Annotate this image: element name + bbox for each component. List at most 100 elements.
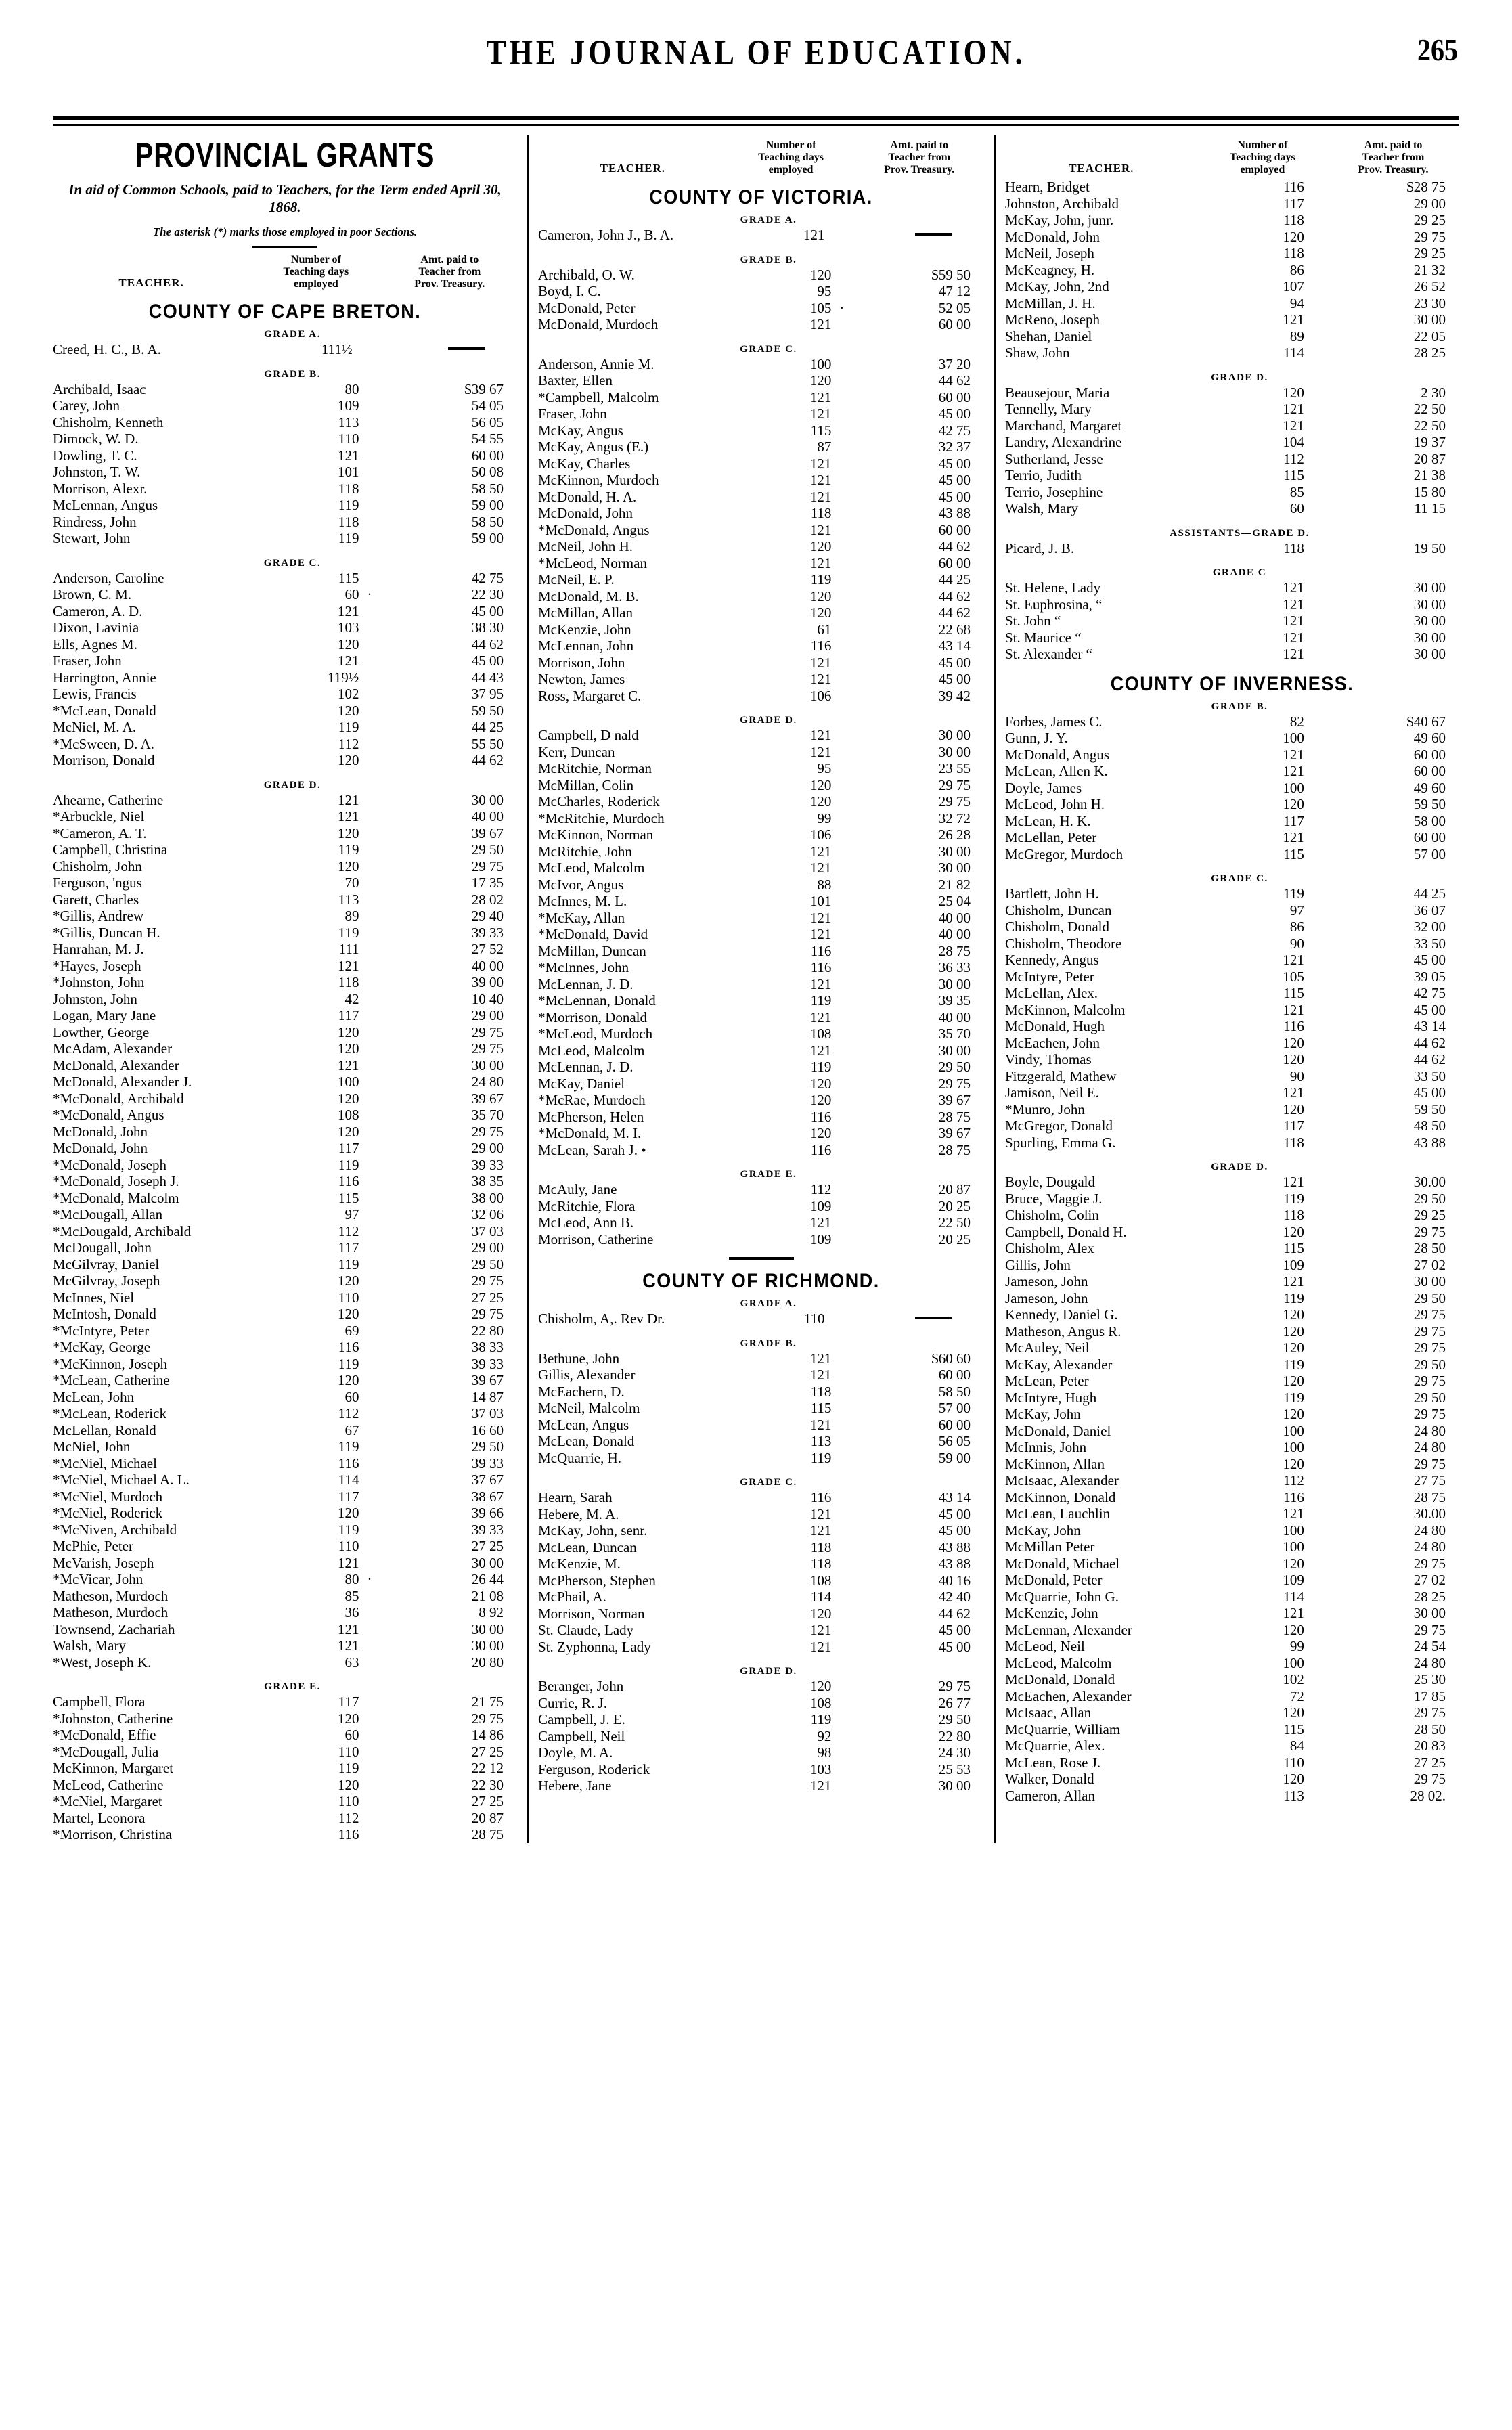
amount-paid-value: 44 62 (938, 372, 971, 389)
amount-paid-value: 10 40 (471, 990, 504, 1007)
rows-inverness-grade-d: Boyle, Dougald 121 30.00 Bruce, Maggie J. 11… (1005, 1174, 1459, 1804)
amount-paid-value: 60 00 (1413, 746, 1446, 763)
teacher-name: McDonald, Murdoch (538, 316, 659, 332)
teaching-days-value: 121 (809, 1416, 832, 1433)
teaching-days-value: 108 (809, 1694, 832, 1711)
teaching-days-value: 107 (1283, 278, 1304, 294)
table-row: McGregor, Donald 117 48 50 (1005, 1118, 1459, 1134)
table-row: Campbell, Christina 119 29 50 (53, 841, 517, 858)
amount-paid-value: 29 40 (471, 908, 504, 924)
amount-paid-value: 43 88 (938, 505, 971, 521)
table-row: McLean, Angus 121 60 00 (538, 1417, 984, 1434)
amount-paid-value: 14 86 (471, 1727, 504, 1743)
rows-richmond-grade-b: Bethune, John 121 $60 60 Gillis, Alexander 1… (538, 1350, 984, 1467)
teacher-name: McKay, Angus (E.) (538, 439, 649, 455)
table-row: McLennan, Angus 119 59 00 (53, 497, 517, 514)
table-row: McLean, Sarah J. • 116 28 75 (538, 1142, 984, 1159)
teacher-name: Campbell, Donald H. (1005, 1223, 1127, 1240)
teaching-days-value: 119 (338, 530, 359, 546)
amount-paid-value: 28 75 (938, 942, 971, 959)
teaching-days-value: 120 (1283, 1323, 1304, 1340)
teaching-days-value: 112 (1283, 1472, 1304, 1488)
teacher-name: McLellan, Peter (1005, 829, 1097, 845)
amount-paid-value: 23 55 (938, 760, 971, 776)
teaching-days-value: 82 (1289, 713, 1304, 730)
teaching-days-value: 120 (1283, 1455, 1304, 1472)
table-row: Chisholm, John 120 29 75 (53, 858, 517, 875)
teaching-days-value: 86 (1289, 919, 1304, 935)
teacher-name: McQuarrie, William (1005, 1721, 1121, 1738)
table-row: Doyle, M. A. 98 24 30 (538, 1744, 984, 1761)
table-row: Kennedy, Angus 121 45 00 (1005, 952, 1459, 969)
amount-paid-value: 28 75 (938, 1141, 971, 1158)
teacher-name: McLeod, Catherine (53, 1776, 164, 1793)
amount-paid-value: 29 50 (1413, 1190, 1446, 1207)
table-row: McLean, Allen K. 121 60 00 (1005, 763, 1459, 780)
teaching-days-value: 118 (1283, 539, 1304, 556)
amount-paid-value: 43 88 (938, 1555, 971, 1572)
amount-paid-value: 44 62 (938, 588, 971, 604)
grade-heading-d: GRADE D. (740, 1666, 797, 1677)
teaching-days-value: 119 (338, 924, 359, 941)
table-row: McKinnon, Donald 116 28 75 (1005, 1489, 1459, 1506)
teaching-days-value: 111½ (321, 341, 353, 357)
amount-paid-value: 26 28 (938, 826, 971, 843)
table-row: McPherson, Stephen 108 40 16 (538, 1572, 984, 1589)
table-row: *McNiel, Murdoch 117 38 67 (53, 1488, 517, 1505)
teacher-name: *McLennan, Donald (538, 992, 656, 1009)
teacher-name: McLeod, Malcolm (538, 1042, 645, 1059)
table-row: McAuley, Neil 120 29 75 (1005, 1340, 1459, 1356)
teaching-days-value: 112 (338, 1809, 359, 1826)
table-row: McLeod, Malcolm 121 30 00 (538, 860, 984, 877)
amount-paid-value: 44 62 (938, 604, 971, 621)
teaching-days-value: 119 (810, 1449, 832, 1466)
table-row: Johnston, T. W. 101 50 08 (53, 464, 517, 481)
amount-paid-value: 59 50 (1413, 796, 1446, 812)
amount-paid-value: 43 88 (938, 1539, 971, 1555)
table-row: *McNiven, Archibald 119 39 33 (53, 1522, 517, 1539)
teacher-name: *McDonald, Joseph (53, 1156, 166, 1173)
teaching-days-value: 116 (1283, 1018, 1304, 1034)
table-row: Kerr, Duncan 121 30 00 (538, 744, 984, 761)
teacher-name: *Arbuckle, Niel (53, 808, 145, 824)
amount-paid-value: 29 75 (1413, 1771, 1446, 1787)
amount-paid-value: 38 67 (471, 1488, 504, 1505)
table-row: Cameron, A. D. 121 45 00 (53, 603, 517, 620)
teacher-name: Boyle, Dougald (1005, 1174, 1095, 1190)
header-amt-line1: Amt. paid to (890, 139, 949, 151)
table-row: McKinnon, Murdoch 121 45 00 (538, 472, 984, 489)
teaching-days-value: 121 (338, 957, 359, 974)
table-row: *Morrison, Christina 116 28 75 (53, 1826, 517, 1843)
teaching-days-value: 114 (1283, 345, 1304, 361)
teacher-name: McDonald, Peter (538, 299, 636, 316)
teacher-name: McLennan, Alexander (1005, 1621, 1132, 1638)
amount-paid-value: 30 00 (1413, 579, 1446, 596)
header-teacher: TEACHER. (118, 276, 184, 289)
amount-paid-value: 44 62 (1413, 1051, 1446, 1067)
grade-heading-c: GRADE C. (740, 343, 797, 355)
teaching-days-value: 115 (1283, 845, 1304, 862)
teacher-name: McKay, John, 2nd (1005, 278, 1109, 294)
amount-paid-value: 59 50 (471, 702, 504, 719)
amount-paid-value: 42 75 (1413, 985, 1446, 1001)
header-teacher: TEACHER. (1069, 162, 1134, 175)
table-row: McDonald, H. A. 121 45 00 (538, 489, 984, 506)
table-row: *McDougall, Julia 110 27 25 (53, 1744, 517, 1761)
teaching-days-value: 109 (809, 1231, 832, 1247)
teacher-name: *McLean, Catherine (53, 1372, 170, 1388)
table-row: McReno, Joseph 121 30 00 (1005, 311, 1459, 328)
amount-paid-value: $59 50 (931, 266, 971, 283)
amount-paid-value: 43 14 (938, 1489, 971, 1505)
amount-paid-value: 60 00 (938, 389, 971, 405)
amount-paid-value: 27 25 (471, 1289, 504, 1306)
teaching-days-value: 120 (338, 1372, 359, 1388)
table-row: Anderson, Caroline 115 42 75 (53, 570, 517, 587)
teacher-name: Townsend, Zachariah (53, 1620, 175, 1637)
table-row: Morrison, Norman 120 44 62 (538, 1606, 984, 1622)
table-row: McDonald, Donald 102 25 30 (1005, 1671, 1459, 1688)
amount-paid-value: 42 75 (471, 569, 504, 586)
rows-inverness-grade-b: Forbes, James C. 82 $40 67 Gunn, J. Y. 100 49… (1005, 713, 1459, 863)
table-row: McEachen, John 120 44 62 (1005, 1035, 1459, 1052)
teacher-name: Ells, Agnes M. (53, 636, 137, 653)
table-row: McLeod, Malcolm 121 30 00 (538, 1042, 984, 1059)
